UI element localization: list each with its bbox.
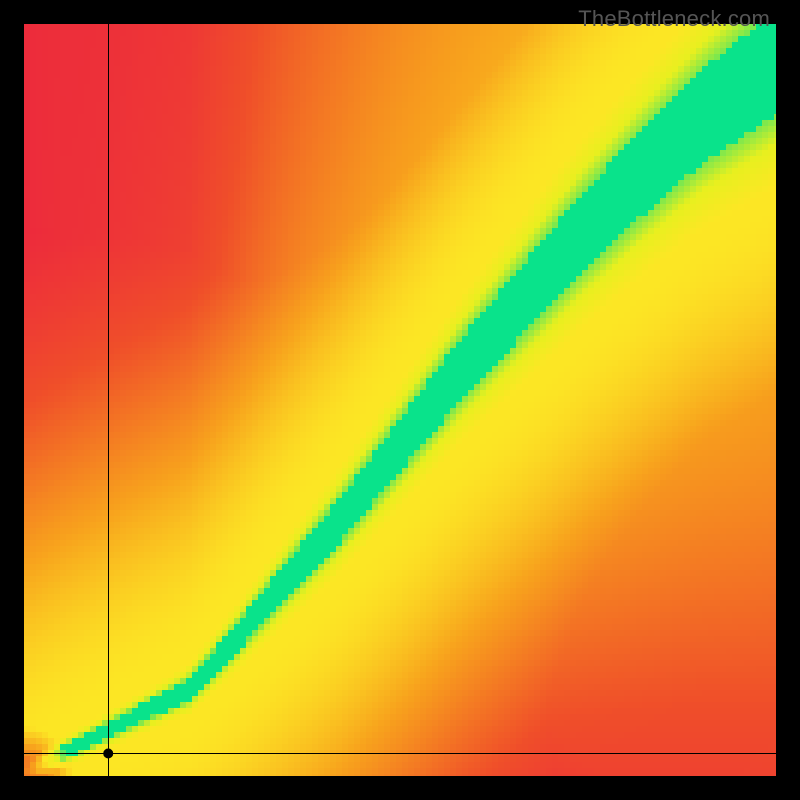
heatmap-canvas	[0, 0, 800, 800]
watermark-text: TheBottleneck.com	[578, 6, 770, 32]
chart-container: TheBottleneck.com	[0, 0, 800, 800]
